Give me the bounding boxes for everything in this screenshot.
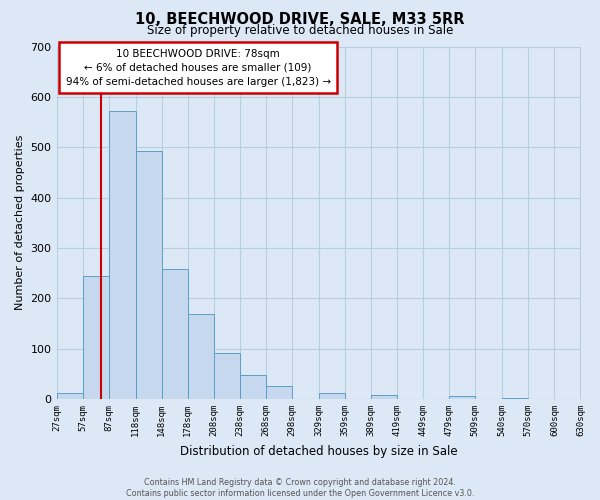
- Text: Size of property relative to detached houses in Sale: Size of property relative to detached ho…: [147, 24, 453, 37]
- Bar: [161, 269, 188, 399]
- Text: 10, BEECHWOOD DRIVE, SALE, M33 5RR: 10, BEECHWOOD DRIVE, SALE, M33 5RR: [135, 12, 465, 28]
- Bar: [371, 394, 397, 399]
- Bar: [502, 398, 529, 399]
- Bar: [136, 151, 161, 399]
- Bar: [240, 376, 266, 399]
- X-axis label: Distribution of detached houses by size in Sale: Distribution of detached houses by size …: [180, 444, 457, 458]
- Bar: [56, 393, 83, 399]
- Text: 10 BEECHWOOD DRIVE: 78sqm
← 6% of detached houses are smaller (109)
94% of semi-: 10 BEECHWOOD DRIVE: 78sqm ← 6% of detach…: [65, 48, 331, 86]
- Bar: [214, 353, 240, 399]
- Text: Contains HM Land Registry data © Crown copyright and database right 2024.
Contai: Contains HM Land Registry data © Crown c…: [126, 478, 474, 498]
- Bar: [319, 393, 345, 399]
- Bar: [188, 314, 214, 399]
- Bar: [109, 111, 136, 399]
- Y-axis label: Number of detached properties: Number of detached properties: [15, 135, 25, 310]
- Bar: [83, 276, 109, 399]
- Bar: [449, 396, 475, 399]
- Bar: [266, 386, 292, 399]
